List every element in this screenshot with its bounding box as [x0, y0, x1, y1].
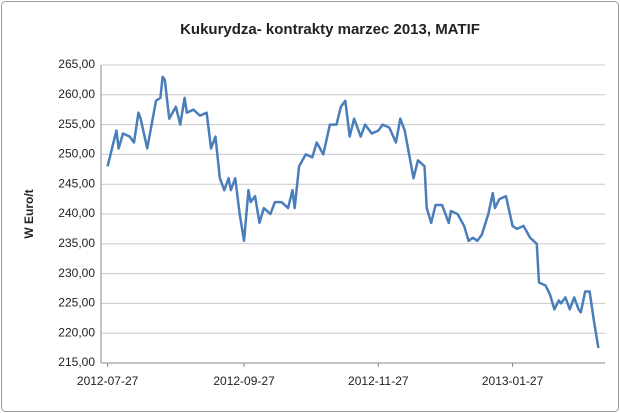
y-tick-label: 225,00 — [58, 296, 95, 310]
y-tick-label: 255,00 — [58, 117, 95, 131]
data-line — [106, 75, 600, 349]
y-tick-label: 265,00 — [58, 57, 95, 71]
y-tick-label: 220,00 — [58, 325, 95, 339]
y-tick-label: 230,00 — [58, 266, 95, 280]
y-axis-label: W Euro/t — [22, 189, 36, 238]
y-tick-label: 260,00 — [58, 87, 95, 101]
x-tick-label: 2012-09-27 — [213, 374, 275, 388]
y-tick-label: 240,00 — [58, 206, 95, 220]
y-tick-label: 215,00 — [58, 355, 95, 369]
x-tick-label: 2013-01-27 — [482, 374, 544, 388]
y-tick-label: 250,00 — [58, 147, 95, 161]
y-tick-label: 245,00 — [58, 176, 95, 190]
y-tick-label: 235,00 — [58, 236, 95, 250]
chart-title: Kukurydza- kontrakty marzec 2013, MATIF — [180, 21, 480, 38]
x-tick-label: 2012-07-27 — [77, 374, 139, 388]
x-tick-label: 2012-11-27 — [348, 374, 409, 388]
